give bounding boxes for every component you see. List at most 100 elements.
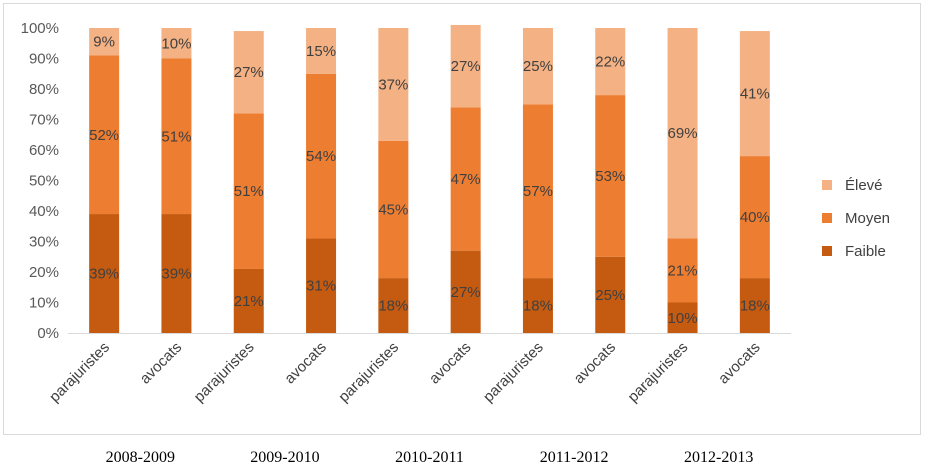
bar-segment bbox=[306, 73, 337, 239]
bar-segment bbox=[450, 250, 481, 333]
bar-segment bbox=[595, 28, 626, 96]
x-tick-label: avocats bbox=[570, 339, 619, 388]
bar-segment bbox=[89, 28, 120, 56]
bar-segment bbox=[161, 58, 192, 215]
year-group-label: 2009-2010 bbox=[250, 449, 319, 466]
data-label: 22% bbox=[595, 54, 625, 71]
bar-segment bbox=[739, 278, 770, 333]
data-label: 45% bbox=[378, 201, 408, 218]
bar-segment bbox=[667, 302, 698, 333]
data-label: 53% bbox=[595, 168, 625, 185]
x-tick-label: avocats bbox=[426, 339, 475, 388]
data-labels: 39% 52% 9% 39% 51% 10% 21% 51% 27% 31% 54% 15% 18% 45… bbox=[89, 34, 770, 327]
y-tick-label: 50% bbox=[29, 173, 59, 190]
y-tick-label: 10% bbox=[29, 295, 59, 312]
y-tick-label: 80% bbox=[29, 81, 59, 98]
data-label: 27% bbox=[234, 64, 264, 81]
data-label: 69% bbox=[668, 125, 698, 142]
x-tick-label: avocats bbox=[715, 339, 764, 388]
y-tick-label: 70% bbox=[29, 112, 59, 129]
bar-segment bbox=[161, 214, 192, 333]
x-tick-label: avocats bbox=[137, 339, 186, 388]
data-label: 27% bbox=[451, 284, 481, 301]
year-group-label: 2011-2012 bbox=[540, 449, 609, 466]
bar-segment bbox=[161, 28, 192, 59]
x-tick-label: parajuristes bbox=[335, 339, 402, 406]
data-label: 18% bbox=[523, 298, 553, 315]
data-label: 31% bbox=[306, 278, 336, 295]
x-axis: parajuristes avocats parajuristes avocats pa… bbox=[46, 333, 791, 406]
bar-segment bbox=[595, 95, 626, 257]
data-label: 25% bbox=[595, 287, 625, 304]
bar-segment bbox=[378, 278, 409, 333]
data-label: 40% bbox=[740, 209, 770, 226]
data-label: 54% bbox=[306, 148, 336, 165]
data-label: 27% bbox=[451, 58, 481, 75]
bar-segment bbox=[522, 104, 553, 279]
data-label: 37% bbox=[378, 76, 408, 93]
data-label: 15% bbox=[306, 43, 336, 60]
bar-segment bbox=[378, 140, 409, 279]
bar-segment bbox=[522, 28, 553, 105]
data-label: 9% bbox=[93, 34, 115, 51]
bar-segment bbox=[378, 28, 409, 141]
data-label: 18% bbox=[740, 298, 770, 315]
data-label: 18% bbox=[378, 298, 408, 315]
year-group-label: 2008-2009 bbox=[106, 449, 175, 466]
y-tick-label: 60% bbox=[29, 142, 59, 159]
data-label: 57% bbox=[523, 183, 553, 200]
data-label: 21% bbox=[668, 262, 698, 279]
bar-segment bbox=[595, 256, 626, 333]
x-tick-label: parajuristes bbox=[480, 339, 547, 406]
y-tick-label: 30% bbox=[29, 234, 59, 251]
x-tick-label: parajuristes bbox=[46, 339, 113, 406]
data-label: 52% bbox=[89, 127, 119, 144]
legend-swatch bbox=[822, 180, 832, 190]
y-tick-label: 100% bbox=[21, 20, 59, 37]
bar-segment bbox=[450, 107, 481, 251]
year-group-label: 2010-2011 bbox=[395, 449, 464, 466]
legend-label: Moyen bbox=[845, 210, 890, 227]
x-tick-label: parajuristes bbox=[191, 339, 258, 406]
y-tick-label: 90% bbox=[29, 51, 59, 68]
y-tick-label: 0% bbox=[37, 325, 59, 342]
y-tick-label: 20% bbox=[29, 264, 59, 281]
data-label: 51% bbox=[161, 128, 191, 145]
data-label: 10% bbox=[161, 35, 191, 52]
bar-segment bbox=[450, 24, 481, 108]
year-group-label: 2012-2013 bbox=[684, 449, 753, 466]
bar-segment bbox=[306, 238, 337, 333]
x-tick-label: avocats bbox=[281, 339, 330, 388]
data-label: 25% bbox=[523, 58, 553, 75]
data-label: 41% bbox=[740, 86, 770, 103]
data-label: 21% bbox=[234, 293, 264, 310]
bar-segment bbox=[233, 113, 264, 269]
data-label: 39% bbox=[89, 266, 119, 283]
data-label: 51% bbox=[234, 183, 264, 200]
y-axis: 0% 10% 20% 30% 40% 50% 60% 70% 80% 90% 100% bbox=[21, 20, 59, 342]
bar-segment bbox=[233, 31, 264, 114]
bar-segment bbox=[739, 156, 770, 279]
data-label: 10% bbox=[668, 310, 698, 327]
data-label: 39% bbox=[161, 266, 191, 283]
bars bbox=[89, 24, 770, 333]
bar-segment bbox=[89, 55, 120, 215]
legend-label: Élevé bbox=[845, 177, 883, 194]
bar-segment bbox=[89, 214, 120, 333]
x-tick-label: parajuristes bbox=[625, 339, 692, 406]
bar-segment bbox=[522, 278, 553, 333]
legend-swatch bbox=[822, 213, 832, 223]
legend-label: Faible bbox=[845, 243, 886, 260]
data-label: 47% bbox=[451, 171, 481, 188]
y-tick-label: 40% bbox=[29, 203, 59, 220]
legend: Élevé Moyen Faible bbox=[822, 177, 890, 260]
legend-swatch bbox=[822, 246, 832, 256]
bar-segment bbox=[667, 238, 698, 303]
chart-area bbox=[3, 3, 921, 435]
bar-segment bbox=[233, 268, 264, 333]
bar-segment bbox=[739, 31, 770, 157]
year-labels: 2008-2009 2009-2010 2010-2011 2011-2012 2012… bbox=[106, 449, 754, 466]
bar-segment bbox=[667, 28, 698, 239]
bar-segment bbox=[306, 28, 337, 74]
